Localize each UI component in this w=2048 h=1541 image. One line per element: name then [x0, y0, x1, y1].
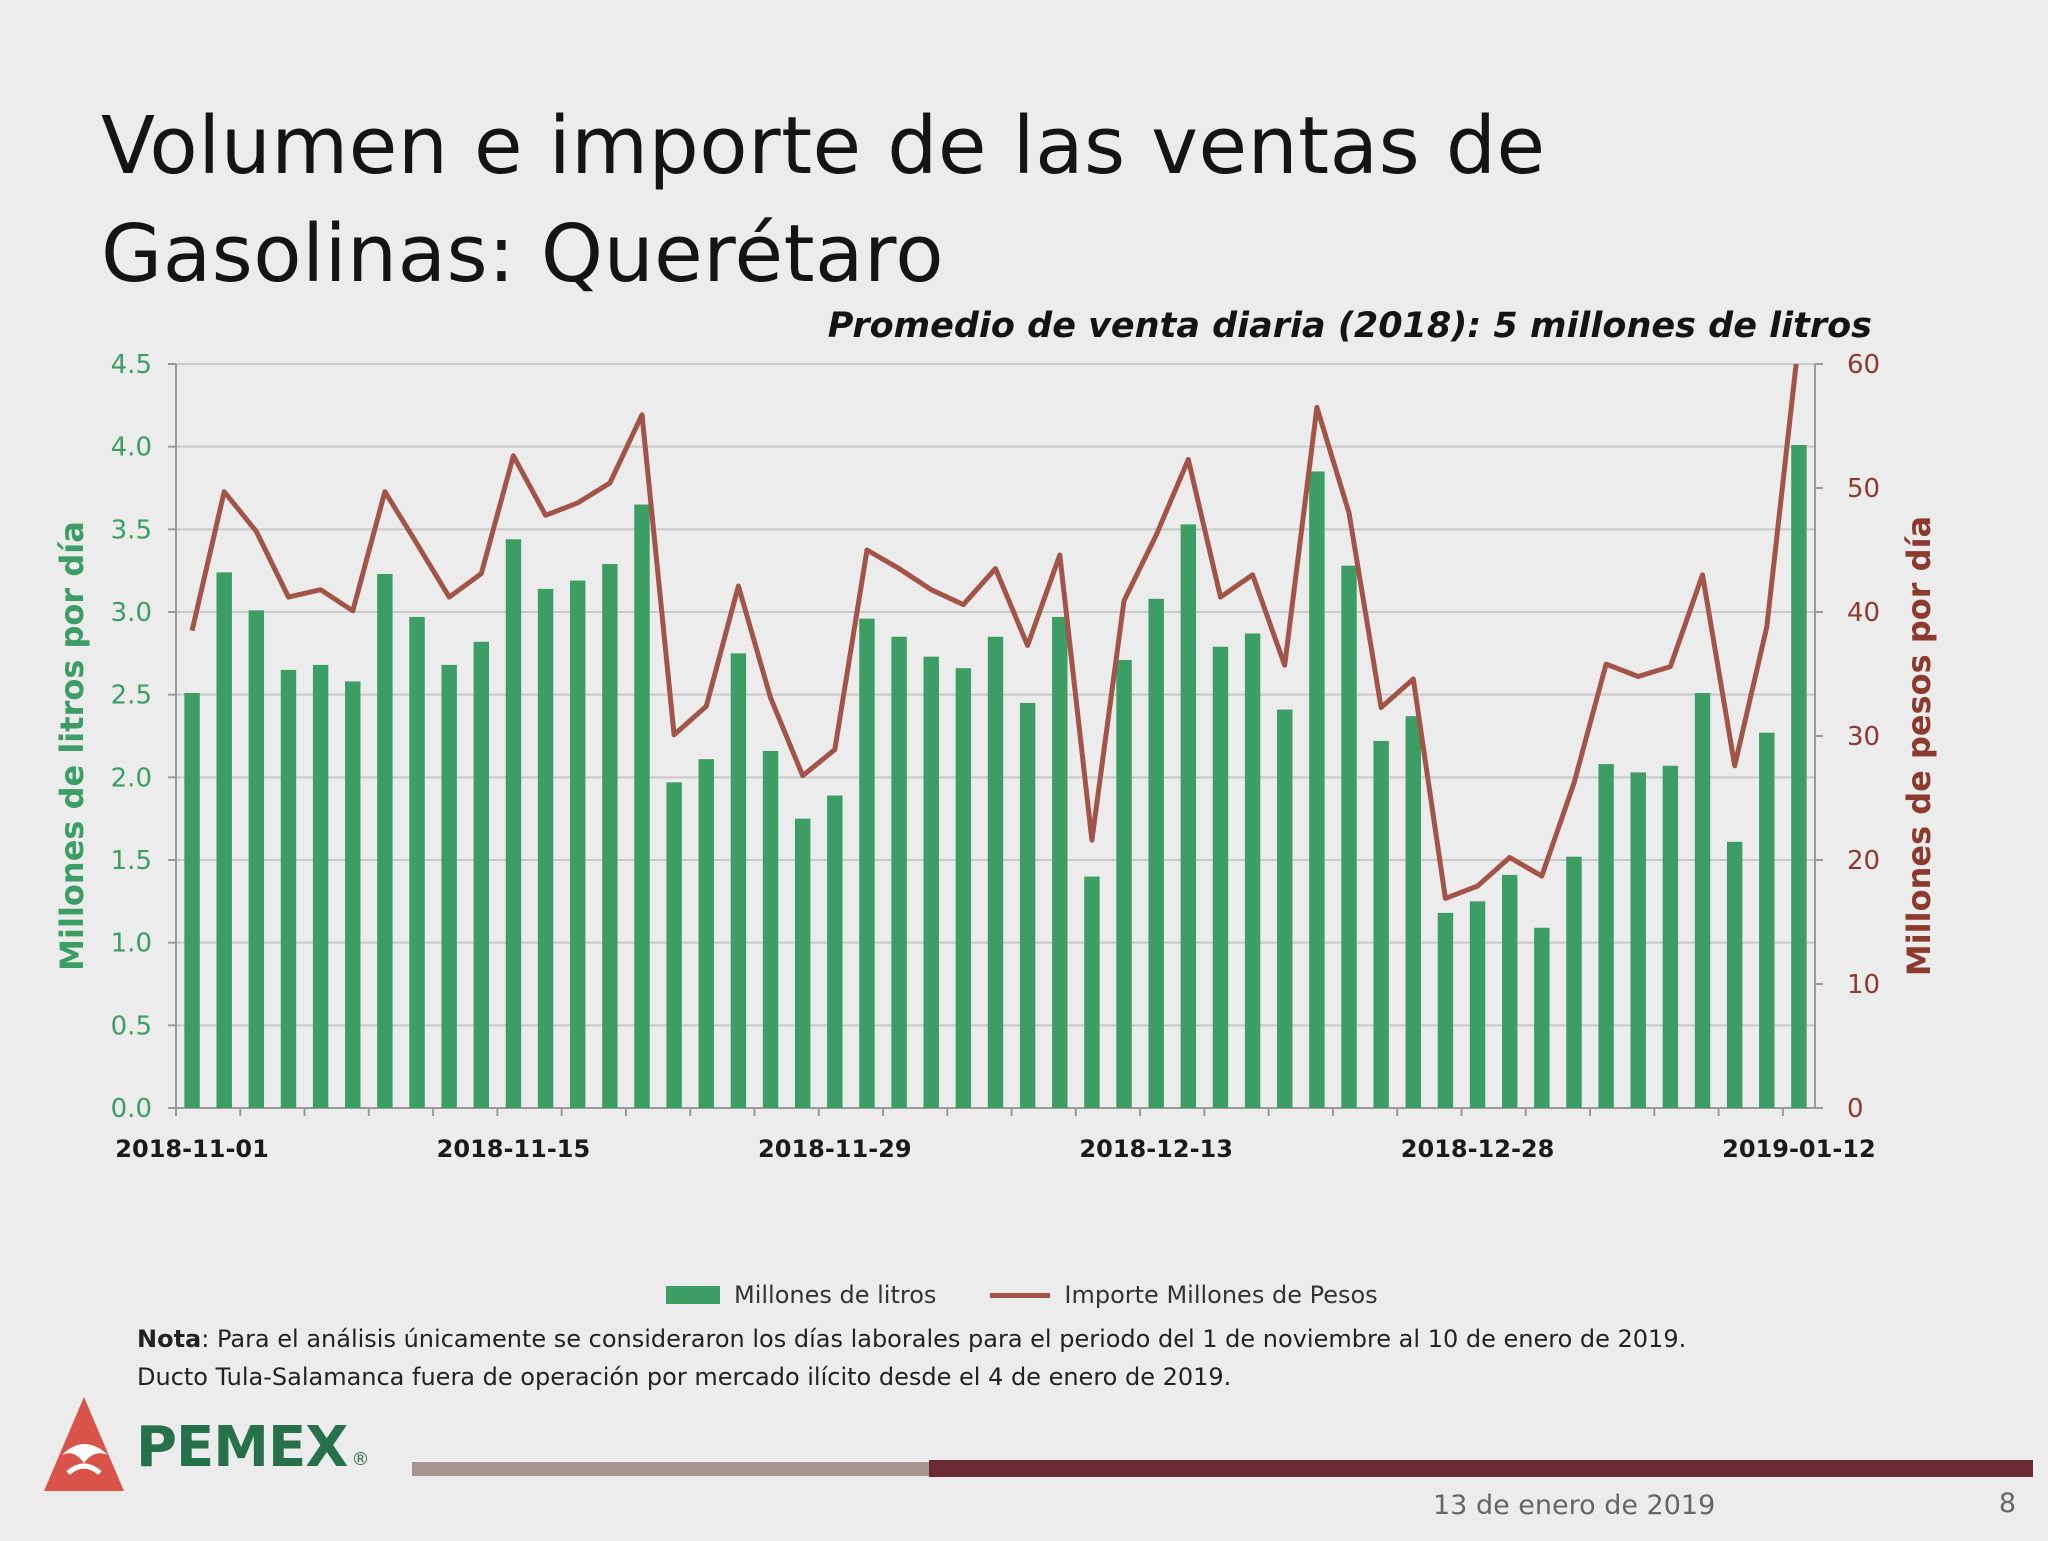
bar — [923, 656, 939, 1108]
left-tick-label: 1.0 — [111, 929, 152, 959]
footnote: Nota: Para el análisis únicamente se con… — [137, 1320, 1686, 1396]
right-tick-label: 50 — [1847, 474, 1880, 504]
bar — [955, 668, 972, 1108]
bar — [409, 616, 425, 1108]
bar — [1244, 633, 1261, 1108]
bar — [377, 573, 393, 1108]
bar — [827, 795, 843, 1108]
x-tick-label: 2018-11-29 — [758, 1135, 912, 1163]
bar — [1180, 524, 1197, 1108]
bar — [184, 693, 200, 1108]
right-tick-label: 30 — [1847, 722, 1880, 752]
bar — [634, 504, 650, 1108]
left-tick-label: 3.0 — [111, 598, 152, 628]
footnote-label: Nota — [137, 1325, 202, 1353]
bar — [473, 641, 490, 1108]
pemex-eagle-icon — [44, 1397, 124, 1491]
pemex-logo: PEMEX ® — [38, 1393, 369, 1501]
bar — [1759, 732, 1775, 1108]
line-series — [189, 364, 1799, 901]
footnote-line-1: Nota: Para el análisis únicamente se con… — [137, 1320, 1686, 1358]
legend-line-swatch — [990, 1292, 1051, 1298]
bar — [666, 782, 682, 1108]
bar — [248, 610, 265, 1108]
x-tick-label: 2019-01-12 — [1722, 1135, 1876, 1163]
right-tick-label: 60 — [1847, 350, 1880, 380]
bar — [1212, 646, 1229, 1108]
bar — [570, 580, 586, 1108]
bar — [859, 618, 875, 1108]
left-tick-label: 2.0 — [111, 763, 152, 793]
page-number: 8 — [1998, 1488, 2016, 1519]
bar — [602, 564, 618, 1108]
bar — [537, 588, 554, 1108]
legend-bar-swatch — [666, 1286, 720, 1304]
x-tick-label: 2018-11-01 — [115, 1135, 269, 1163]
x-tick-label: 2018-11-15 — [437, 1135, 591, 1163]
bar — [891, 636, 907, 1108]
left-tick-label: 3.5 — [111, 515, 152, 545]
slide-title: Volumen e importe de las ventas de Gasol… — [101, 100, 1546, 300]
bar — [1052, 616, 1068, 1108]
bar — [1373, 740, 1389, 1108]
bar — [441, 664, 457, 1108]
chart-legend: Millones de litros Importe Millones de P… — [666, 1281, 1378, 1309]
bar — [216, 572, 232, 1108]
bar — [1566, 856, 1582, 1108]
bar — [1341, 565, 1357, 1108]
bar — [794, 818, 811, 1108]
footer-date: 13 de enero de 2019 — [1433, 1490, 1716, 1521]
bar — [1019, 702, 1036, 1108]
left-tick-label: 4.5 — [111, 350, 152, 380]
right-tick-label: 0 — [1847, 1094, 1864, 1124]
left-tick-label: 1.5 — [111, 846, 152, 876]
bar — [1598, 764, 1614, 1108]
bar — [505, 539, 522, 1108]
bar — [312, 664, 329, 1108]
pemex-logo-text: PEMEX — [136, 1414, 348, 1480]
bar — [1405, 716, 1421, 1108]
bar — [762, 750, 779, 1108]
bar — [1662, 765, 1679, 1108]
legend-bars-label: Millones de litros — [734, 1281, 937, 1309]
x-tick-label: 2018-12-28 — [1401, 1135, 1555, 1163]
bar — [1277, 709, 1293, 1108]
bar — [1084, 876, 1100, 1108]
bar — [1726, 841, 1743, 1108]
bar — [1309, 471, 1325, 1108]
bar — [1116, 659, 1132, 1108]
left-tick-label: 4.0 — [111, 433, 152, 463]
bar — [1630, 772, 1646, 1108]
registered-mark: ® — [351, 1448, 370, 1470]
bar — [730, 653, 747, 1108]
bar — [987, 636, 1004, 1108]
footnote-text-1: : Para el análisis únicamente se conside… — [201, 1325, 1687, 1353]
x-tick-label: 2018-12-13 — [1079, 1135, 1233, 1163]
footnote-line-2: Ducto Tula-Salamanca fuera de operación … — [137, 1363, 1232, 1391]
footer-bar-dark — [929, 1460, 2033, 1477]
bar — [1534, 927, 1550, 1108]
bar — [1148, 598, 1164, 1108]
bar — [1469, 901, 1486, 1108]
chart-subtitle: Promedio de venta diaria (2018): 5 millo… — [827, 306, 1872, 346]
bar — [1437, 912, 1454, 1108]
legend-line-label: Importe Millones de Pesos — [1064, 1281, 1378, 1309]
bar — [698, 759, 714, 1108]
left-tick-label: 0.0 — [111, 1094, 152, 1124]
left-tick-label: 2.5 — [111, 681, 152, 711]
bar — [1791, 445, 1807, 1109]
bar — [345, 681, 361, 1108]
right-tick-label: 40 — [1847, 598, 1880, 628]
right-tick-label: 10 — [1847, 970, 1880, 1000]
bar — [1694, 693, 1711, 1108]
footer-bar-light — [412, 1462, 929, 1476]
bar — [280, 669, 297, 1108]
right-tick-label: 20 — [1847, 846, 1880, 876]
left-tick-label: 0.5 — [111, 1011, 152, 1041]
bar — [1501, 874, 1518, 1108]
